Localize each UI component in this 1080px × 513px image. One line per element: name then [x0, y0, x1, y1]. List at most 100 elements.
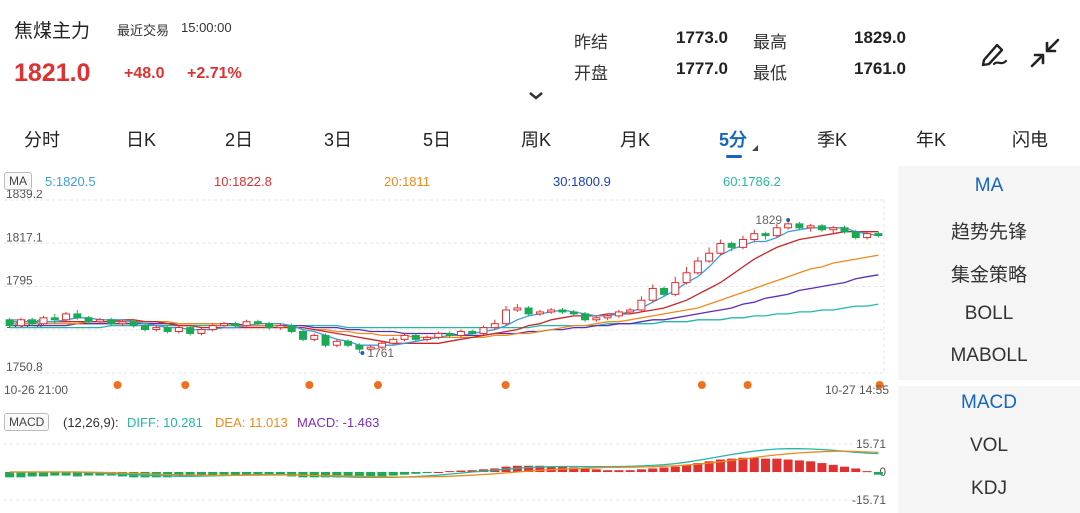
- y-tick-label: 1817.1: [6, 230, 43, 244]
- candle-body: [468, 331, 477, 334]
- macd-bar: [524, 465, 534, 472]
- candle-body: [784, 223, 793, 229]
- macd-dea-legend: DEA: 11.013: [215, 415, 288, 430]
- macd-bar: [467, 470, 477, 472]
- sidebar-divider: [898, 380, 1080, 386]
- macd-bar: [749, 457, 759, 472]
- candle-body: [727, 242, 736, 248]
- pen-icon[interactable]: [977, 36, 1011, 70]
- open-label: 开盘: [574, 64, 608, 83]
- event-marker-dot: [305, 381, 314, 389]
- candle-body: [107, 319, 116, 325]
- candle-body: [287, 325, 296, 333]
- ma20-legend: 20:1811: [384, 174, 431, 189]
- macd-y-tick-label: 15.71: [856, 437, 886, 451]
- ma-indicator-tag[interactable]: MA: [4, 172, 32, 190]
- macd-bar: [761, 458, 771, 472]
- tab-2[interactable]: 2日: [224, 130, 254, 150]
- macd-bar: [433, 472, 443, 473]
- macd-bar: [377, 472, 387, 477]
- candle-body: [863, 233, 872, 239]
- macd-bar: [5, 472, 15, 478]
- tab-5[interactable]: 周K: [520, 130, 552, 150]
- event-marker-dot: [697, 381, 706, 389]
- candle-body: [220, 323, 228, 327]
- candle-body: [840, 227, 849, 233]
- macd-bar: [580, 468, 590, 472]
- candle-body: [626, 309, 635, 313]
- low-marker-dot: [360, 351, 365, 356]
- tab-10[interactable]: 闪电: [1012, 130, 1048, 150]
- candle-body: [513, 307, 522, 311]
- candle-body: [423, 336, 432, 340]
- y-tick-label: 1795: [6, 274, 33, 288]
- sidebar-main-item-0[interactable]: MA: [974, 175, 1004, 196]
- tab-3[interactable]: 3日: [323, 130, 353, 150]
- candle-body: [795, 223, 804, 229]
- sidebar-main-item-1[interactable]: 趋势先锋: [950, 222, 1027, 243]
- macd-bar: [366, 472, 376, 478]
- candle-body: [637, 299, 646, 311]
- candle-body: [502, 309, 511, 325]
- tab-8[interactable]: 季K: [816, 130, 848, 150]
- candle-body: [298, 331, 307, 340]
- candlestick-chart[interactable]: 1839.21817.117951772.91750.81829176110-2…: [0, 190, 895, 395]
- macd-bar: [84, 472, 94, 476]
- chevron-down-icon[interactable]: [527, 88, 545, 106]
- tab-7[interactable]: 5分: [718, 130, 748, 150]
- prev-settle-value: 1773.0: [676, 28, 728, 47]
- macd-bar: [16, 472, 26, 478]
- macd-bar: [196, 472, 206, 476]
- sidebar-main-item-3[interactable]: BOLL: [964, 303, 1014, 324]
- candle-body: [547, 309, 556, 313]
- candle-body: [276, 325, 285, 329]
- sidebar-sub-item-1[interactable]: VOL: [969, 435, 1009, 456]
- tab-1[interactable]: 日K: [125, 130, 157, 150]
- tab-6[interactable]: 月K: [619, 130, 651, 150]
- tab-4[interactable]: 5日: [422, 130, 452, 150]
- candle-body: [524, 307, 533, 315]
- sidebar-sub-item-0[interactable]: MACD: [961, 392, 1017, 413]
- candle-body: [253, 321, 262, 325]
- macd-chart[interactable]: 15.710-15.71: [0, 432, 895, 513]
- macd-bar: [321, 472, 331, 478]
- shrink-icon[interactable]: [1028, 36, 1062, 70]
- macd-bar: [61, 472, 71, 476]
- sidebar-sub-item-2[interactable]: KDJ: [971, 478, 1007, 499]
- sidebar-main-item-4[interactable]: MABOLL: [950, 345, 1028, 366]
- macd-bar: [738, 457, 748, 472]
- candle-body: [705, 252, 714, 262]
- tab-0[interactable]: 分时: [24, 130, 60, 150]
- event-marker-dot: [875, 381, 884, 389]
- candle-body: [208, 325, 217, 331]
- low-value: 1761.0: [854, 59, 906, 78]
- macd-bar: [817, 463, 827, 472]
- candle-body: [874, 233, 883, 237]
- macd-indicator-tag[interactable]: MACD: [4, 413, 50, 431]
- low-label: 最低: [753, 64, 787, 83]
- x-start-label: 10-26 21:00: [4, 383, 68, 395]
- macd-bar: [388, 472, 398, 476]
- high-label: 最高: [753, 33, 787, 52]
- event-marker-dot: [181, 381, 190, 389]
- trade-time: 15:00:00: [181, 20, 232, 35]
- macd-bar: [625, 470, 635, 472]
- candle-body: [738, 239, 747, 248]
- candle-body: [614, 311, 623, 317]
- candle-body: [851, 231, 860, 239]
- sidebar-main-item-2[interactable]: 集金策略: [950, 265, 1027, 286]
- candle-body: [310, 334, 319, 340]
- y-tick-label: 1839.2: [6, 190, 43, 201]
- macd-bar: [636, 469, 646, 472]
- macd-bar: [287, 472, 297, 477]
- candle-body: [95, 319, 104, 323]
- tab-dropdown-triangle-icon[interactable]: [752, 145, 758, 151]
- macd-bar: [264, 472, 274, 476]
- macd-bar: [591, 469, 601, 472]
- prev-settle-label: 昨结: [574, 33, 608, 52]
- macd-bar: [603, 470, 613, 472]
- tab-9[interactable]: 年K: [915, 130, 947, 150]
- candle-body: [716, 242, 725, 254]
- macd-bar: [309, 472, 319, 478]
- candle-body: [174, 327, 183, 333]
